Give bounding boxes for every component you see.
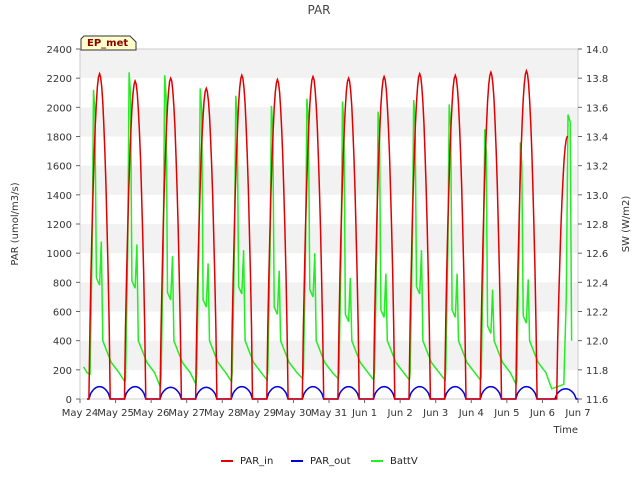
site-badge: EP_met xyxy=(80,35,137,51)
x-tick-label: Jun 3 xyxy=(422,408,448,419)
par-in-peak-point xyxy=(134,80,136,82)
par-in-peak-point xyxy=(169,77,172,79)
series-par-in-line xyxy=(87,68,568,400)
legend-label-battv: BattV xyxy=(390,456,418,467)
par-in-peak-point xyxy=(276,78,279,81)
x-tick-label: May 25 xyxy=(97,408,134,419)
y2-tick-label: 14.0 xyxy=(586,45,608,56)
x-tick-label: Jun 4 xyxy=(458,408,484,419)
y-tick-label: 2400 xyxy=(47,45,72,56)
grid-band xyxy=(80,165,578,195)
y2-tick-label: 13.2 xyxy=(586,162,608,173)
y-tick-label: 400 xyxy=(53,337,72,348)
y2-axis-title: SW (W/m2) xyxy=(621,196,632,253)
badge-label: EP_met xyxy=(87,38,128,49)
par-in-peak-point xyxy=(205,87,208,90)
legend-label-par-out: PAR_out xyxy=(310,456,351,467)
y2-tick-label: 13.8 xyxy=(586,74,608,85)
par-in-peak-point xyxy=(490,71,492,74)
par-in-peak-point xyxy=(525,70,528,72)
x-tick-label: Jun 1 xyxy=(351,408,377,419)
y-tick-label: 2200 xyxy=(47,74,72,85)
grid-band xyxy=(80,49,578,79)
x-tick-label: May 28 xyxy=(204,408,241,419)
grid-band xyxy=(80,107,578,137)
par-in-peak-point xyxy=(347,77,350,79)
x-tick-label: Jun 2 xyxy=(387,408,413,419)
y2-tick-label: 13.0 xyxy=(586,191,608,202)
y-tick-label: 1200 xyxy=(47,220,72,231)
badge-box xyxy=(80,35,137,51)
legend-label-par-in: PAR_in xyxy=(240,456,273,467)
y-axis-title: PAR (umol/m3/s) xyxy=(10,182,21,265)
y2-tick-label: 12.8 xyxy=(586,220,608,231)
x-tick-label: May 30 xyxy=(275,408,312,419)
y2-tick-label: 12.2 xyxy=(586,308,608,319)
y2-tick-label: 12.4 xyxy=(586,278,608,289)
x-tick-label: May 26 xyxy=(133,408,170,419)
y-tick-label: 1400 xyxy=(47,191,72,202)
x-tick-label: Jun 7 xyxy=(564,408,590,419)
par-in-peak-point xyxy=(312,75,314,78)
x-tick-label: Jun 5 xyxy=(493,408,519,419)
axes: 0 200 400 600 800 1000 1200 1400 1600 1800 2000 220… xyxy=(47,45,609,419)
y-tick-label: 2000 xyxy=(47,103,72,114)
par-in-peak-point xyxy=(241,74,243,77)
x-axis-title: Time xyxy=(553,425,578,436)
x-tick-label: May 31 xyxy=(311,408,348,419)
chart-title: PAR xyxy=(307,3,330,17)
y-tick-label: 1800 xyxy=(47,133,72,144)
y-tick-label: 600 xyxy=(53,308,72,319)
grid-bands xyxy=(80,49,578,370)
x-tick-label: May 29 xyxy=(240,408,277,419)
y2-tick-label: 13.4 xyxy=(586,133,608,144)
grid-band xyxy=(80,282,578,312)
y-tick-label: 200 xyxy=(53,366,72,377)
x-tick-label: May 24 xyxy=(62,408,99,419)
par-in-peak-point xyxy=(418,73,421,75)
y-tick-label: 1600 xyxy=(47,162,72,173)
y-tick-label: 800 xyxy=(53,278,72,289)
x-tick-label: Jun 6 xyxy=(529,408,555,419)
y2-tick-label: 13.6 xyxy=(586,103,608,114)
y2-tick-label: 12.6 xyxy=(586,249,608,260)
legend: PAR_in PAR_out BattV xyxy=(221,456,418,467)
grid-band xyxy=(80,224,578,254)
grid-band xyxy=(80,340,578,370)
y-tick-label: 0 xyxy=(66,395,72,406)
y2-tick-label: 11.8 xyxy=(586,366,608,377)
y-tick-label: 1000 xyxy=(47,249,72,260)
par-in-peak-point xyxy=(566,135,569,138)
x-tick-label: May 27 xyxy=(168,408,205,419)
par-in-peak-point xyxy=(383,75,385,78)
series-layer xyxy=(82,68,578,400)
y2-tick-label: 11.6 xyxy=(586,395,608,406)
par-in-peak-point xyxy=(98,73,101,75)
par-in-peak-point xyxy=(454,74,457,77)
y2-tick-label: 12.0 xyxy=(586,337,608,348)
